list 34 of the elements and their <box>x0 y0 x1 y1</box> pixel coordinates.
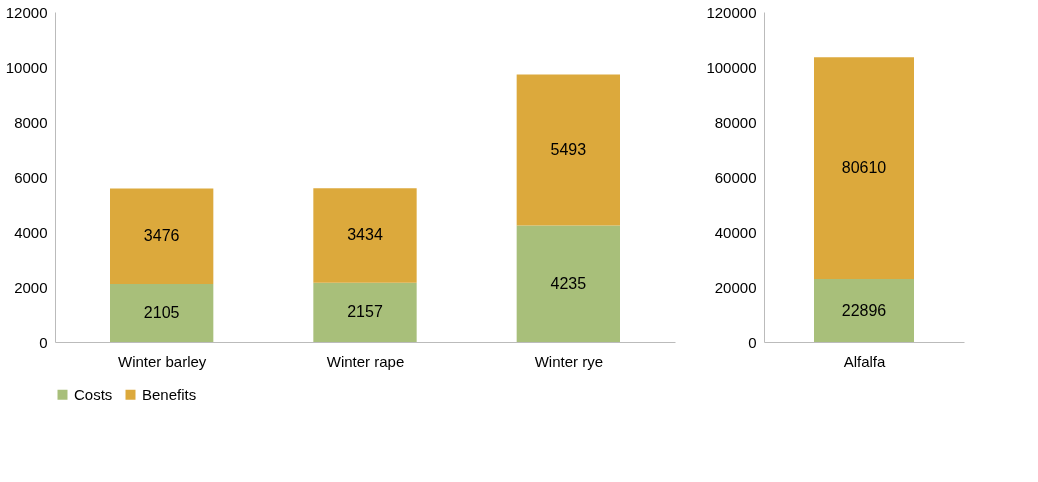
y-tick-label: 4000 <box>14 223 48 241</box>
y-tick-label: 8000 <box>14 113 48 131</box>
bar <box>313 282 417 342</box>
y-tick-label: 80000 <box>714 113 757 131</box>
y-tick-label: 0 <box>748 333 757 351</box>
y-tick-label: 120000 <box>706 3 757 21</box>
bar <box>110 284 214 342</box>
x-tick-label: Winter barley <box>117 352 207 370</box>
y-tick-label: 10000 <box>5 58 48 76</box>
legend-label: Costs <box>74 385 113 403</box>
data-label: 2105 <box>143 304 180 322</box>
data-label: 2157 <box>347 303 383 321</box>
y-tick-label: 60000 <box>714 168 757 186</box>
data-label: 4235 <box>550 274 587 292</box>
data-label: 22896 <box>841 301 887 319</box>
y-tick-label: 12000 <box>5 3 48 21</box>
y-tick-label: 6000 <box>14 168 48 186</box>
bar <box>110 188 214 285</box>
bar <box>516 74 620 226</box>
x-tick-label: Winter rye <box>534 352 604 370</box>
x-tick-label: Alfalfa <box>843 352 886 370</box>
y-tick-label: 2000 <box>14 278 48 296</box>
data-label: 80610 <box>841 159 887 177</box>
x-tick-label: Winter rape <box>326 352 405 370</box>
bar <box>313 188 417 283</box>
data-label: 3476 <box>143 227 180 245</box>
data-label: 3434 <box>347 226 383 244</box>
legend-label: Benefits <box>142 385 197 403</box>
y-tick-label: 20000 <box>714 278 757 296</box>
y-tick-label: 40000 <box>714 223 757 241</box>
data-label: 5493 <box>550 141 587 159</box>
y-tick-label: 100000 <box>706 58 757 76</box>
bar <box>516 225 620 342</box>
y-tick-label: 0 <box>39 333 48 351</box>
